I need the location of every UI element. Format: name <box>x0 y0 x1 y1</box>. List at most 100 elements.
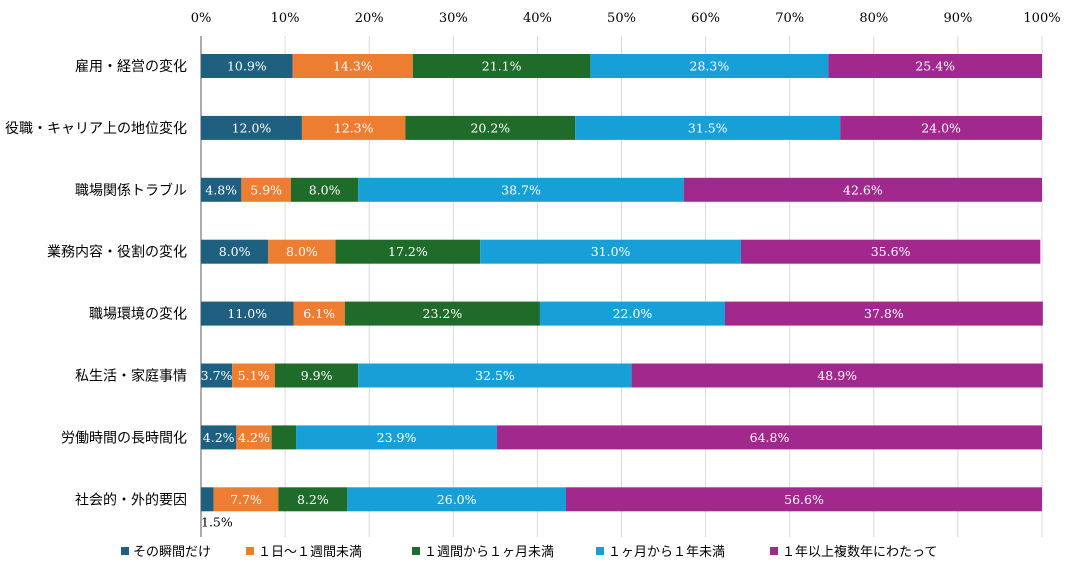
data-label: 31.5% <box>688 120 728 135</box>
bar-segment <box>412 54 591 78</box>
x-tick-label: 70% <box>775 11 804 26</box>
legend: その瞬間だけ １日～１週間未満 １週間から１ヶ月未満 １ヶ月から１年未満 １年以上複数年… <box>121 544 937 560</box>
x-tick-label: 0% <box>191 11 212 26</box>
bar-segment <box>724 301 1043 326</box>
data-label: 12.0% <box>232 120 272 135</box>
bar-segment <box>565 487 1042 512</box>
bar-segment <box>358 363 632 388</box>
bar-segment <box>683 177 1042 202</box>
bar-segment <box>344 301 540 326</box>
data-label: 26.0% <box>437 492 477 507</box>
data-label: 8.0% <box>286 244 318 259</box>
bar-segment <box>241 177 291 202</box>
bar-segment <box>213 487 279 512</box>
data-label: 38.7% <box>501 182 541 197</box>
data-label: 8.0% <box>309 182 341 197</box>
bar-segment <box>278 487 348 512</box>
bar-segment <box>290 177 359 202</box>
data-label: 22.0% <box>613 306 653 321</box>
bar-segment <box>201 54 293 78</box>
data-label: 8.2% <box>297 492 329 507</box>
category-labels: 雇用・経営の変化役職・キャリア上の地位変化職場関係トラブル業務内容・役割の変化職… <box>5 58 187 508</box>
bar-segment <box>301 115 406 140</box>
legend-swatch <box>770 547 778 555</box>
bar-segment <box>201 115 302 140</box>
bars: 10.9% 14.3% 21.1% 28.3% 25.4% 12.0% 12.3% 20.2%… <box>201 54 1043 529</box>
data-label: 20.2% <box>470 120 510 135</box>
x-tick-label: 60% <box>691 11 720 26</box>
bar-segment <box>201 177 242 202</box>
bar-segment <box>201 425 237 450</box>
x-axis-ticks: 0% 10% 20% 30% 40% 50% 60% 70% 80% 90% 100% <box>191 11 1061 26</box>
bar-segment <box>236 425 272 450</box>
data-label: 21.1% <box>482 59 522 74</box>
data-label: 48.9% <box>817 368 857 383</box>
bar-segment <box>539 301 725 326</box>
data-label: 23.9% <box>377 430 417 445</box>
legend-label: １年以上複数年にわたって <box>782 544 937 560</box>
bar-segment <box>575 115 841 140</box>
data-label: 23.2% <box>423 306 463 321</box>
data-label: 32.5% <box>475 368 515 383</box>
legend-label: １ヶ月から１年未満 <box>608 545 725 560</box>
category-label: 雇用・経営の変化 <box>75 58 187 75</box>
bar-segment <box>497 425 1043 450</box>
bar-segment <box>271 425 297 450</box>
bar-segment <box>232 363 276 388</box>
category-label: 労働時間の長時間化 <box>61 430 187 446</box>
x-tick-label: 90% <box>943 11 972 26</box>
bar-segment <box>201 239 269 264</box>
data-label: 4.2% <box>238 430 270 445</box>
data-label: 28.3% <box>690 59 730 74</box>
bar-segment <box>201 487 214 512</box>
bar-segment <box>335 239 481 264</box>
data-label: 56.6% <box>784 492 824 507</box>
data-label: 25.4% <box>915 59 955 74</box>
data-label: 5.1% <box>238 368 270 383</box>
data-label: 5.9% <box>250 182 282 197</box>
data-label: 6.1% <box>303 306 335 321</box>
x-tick-label: 10% <box>271 11 300 26</box>
data-label: 7.7% <box>230 492 262 507</box>
legend-label: その瞬間だけ <box>133 545 211 560</box>
x-tick-label: 30% <box>439 11 468 26</box>
bar-segment <box>840 115 1042 140</box>
legend-swatch <box>596 547 604 555</box>
data-label: 14.3% <box>333 59 373 74</box>
data-label: 31.0% <box>591 244 631 259</box>
legend-swatch <box>121 547 129 555</box>
bar-segment <box>480 239 741 264</box>
category-label: 職場関係トラブル <box>75 182 187 199</box>
bar-segment <box>292 54 413 78</box>
data-label: 12.3% <box>334 120 374 135</box>
data-label: 64.8% <box>750 430 790 445</box>
data-label: 3.7% <box>201 368 233 383</box>
category-label: 私生活・家庭事情 <box>75 368 187 385</box>
data-label: 35.6% <box>871 244 911 259</box>
x-tick-label: 100% <box>1023 11 1060 26</box>
category-label: 業務内容・役割の変化 <box>47 244 187 261</box>
category-label: 社会的・外的要因 <box>75 492 187 508</box>
bar-segment <box>590 54 829 78</box>
bar-segment <box>201 301 294 326</box>
data-label: 37.8% <box>864 306 904 321</box>
legend-label: １日～１週間未満 <box>258 545 362 560</box>
bar-segment <box>828 54 1042 78</box>
x-tick-label: 40% <box>523 11 552 26</box>
data-label: 1.5% <box>201 514 233 529</box>
data-label: 8.0% <box>219 244 251 259</box>
bar-segment <box>275 363 359 388</box>
data-label: 24.0% <box>921 120 961 135</box>
x-tick-label: 20% <box>355 11 384 26</box>
bar-segment <box>631 363 1043 388</box>
x-tick-label: 50% <box>607 11 636 26</box>
data-label: 9.9% <box>301 368 333 383</box>
data-label: 4.8% <box>205 182 237 197</box>
legend-label: １週間から１ヶ月未満 <box>424 545 554 560</box>
category-label: 職場環境の変化 <box>89 306 187 323</box>
category-label: 役職・キャリア上の地位変化 <box>5 120 187 137</box>
legend-swatch <box>412 547 420 555</box>
x-tick-label: 80% <box>859 11 888 26</box>
bar-segment <box>296 425 498 450</box>
